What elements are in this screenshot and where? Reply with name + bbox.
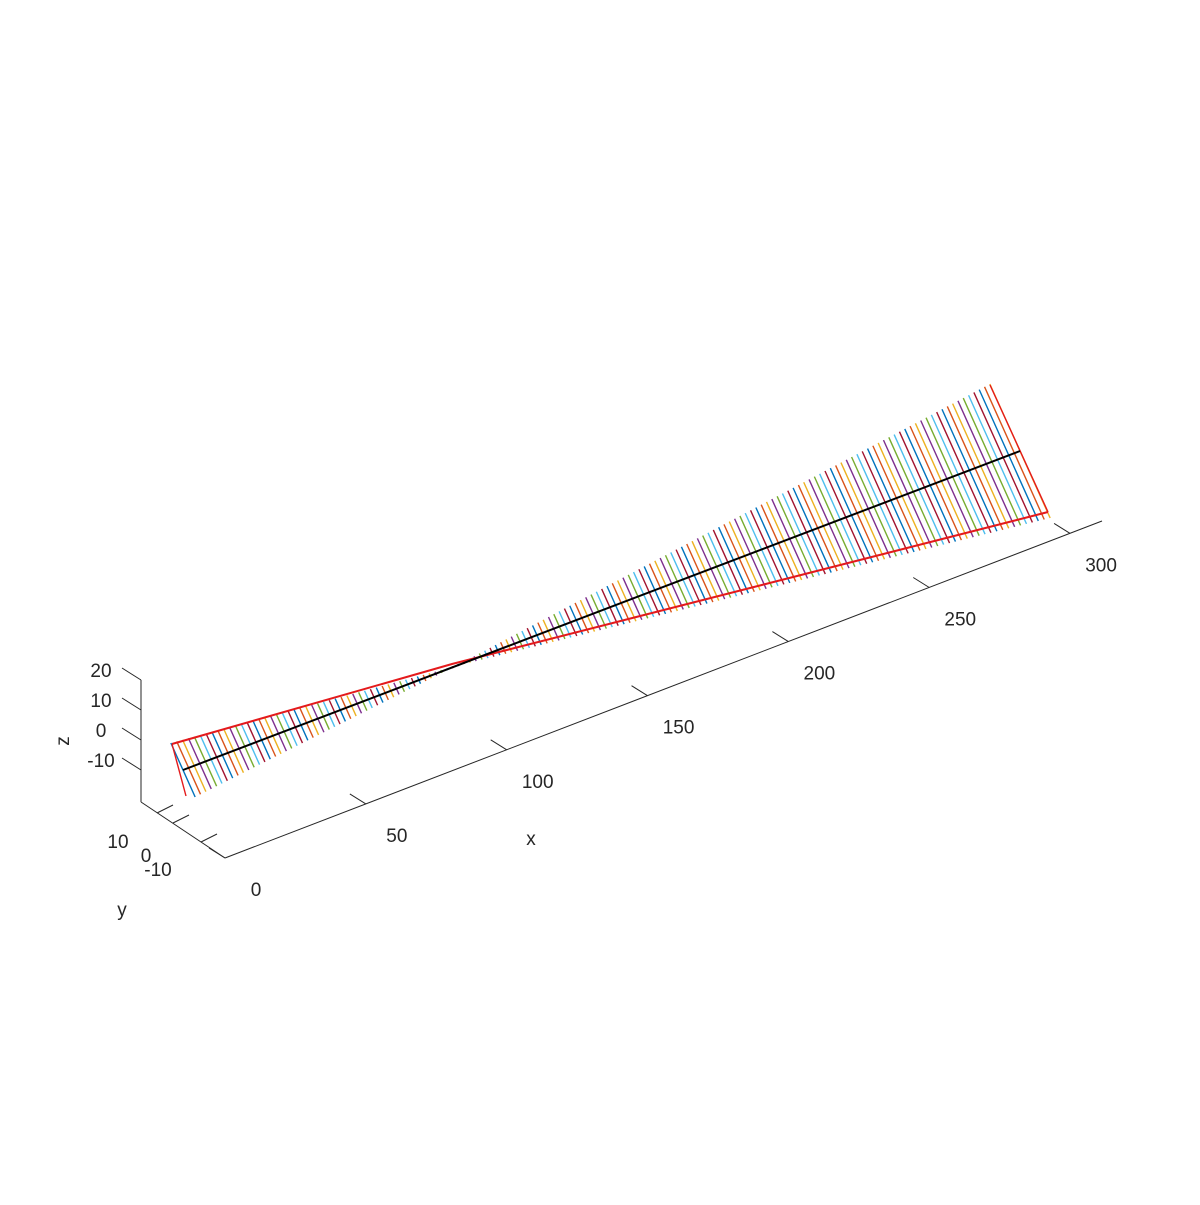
y-tick-label: -10 [144, 860, 171, 881]
envelope-end-edge [989, 384, 1049, 513]
x-axis-label: x [526, 829, 536, 850]
x-tick-label: 300 [1085, 555, 1117, 576]
envelope-start-edge [171, 743, 187, 797]
x-tick-mark [912, 577, 930, 588]
x-tick-mark [1053, 522, 1071, 534]
y-tick-label: 0 [141, 846, 152, 867]
x-tick-mark [208, 847, 226, 859]
z-tick-mark [121, 727, 142, 741]
z-axis-label: z [53, 736, 74, 746]
y-tick-mark [156, 804, 174, 814]
centerline-layer [182, 450, 1021, 771]
y-tick-label: 10 [107, 832, 128, 853]
z-tick-mark [121, 757, 142, 771]
x-tick-label: 250 [944, 610, 976, 631]
x-tick-label: 100 [522, 772, 554, 793]
z-tick-label: 10 [90, 691, 111, 712]
envelope-line [171, 511, 1049, 745]
x-tick-label: 150 [663, 718, 695, 739]
x-tick-label: 50 [386, 826, 407, 847]
z-tick-label: -10 [87, 751, 114, 772]
segments-layer [170, 383, 1051, 798]
y-tick-mark [200, 833, 218, 843]
y-tick-mark [172, 814, 190, 824]
x-tick-mark [490, 739, 507, 751]
z-tick-mark [121, 667, 142, 681]
x-tick-label: 0 [251, 880, 262, 901]
y-axis-label: y [117, 900, 127, 921]
x-tick-mark [631, 685, 648, 697]
z-tick-label: 20 [90, 661, 111, 682]
z-ticks: -10 0 10 20 [87, 661, 142, 772]
x-tick-label: 200 [804, 664, 836, 685]
x-ticks: 0 50 100 150 200 250 300 [208, 522, 1117, 901]
y-ticks: -100 10 [107, 804, 218, 881]
x-tick-mark [772, 631, 789, 643]
x-axis-line [224, 520, 1103, 859]
centerline [182, 450, 1021, 771]
z-tick-mark [121, 697, 142, 711]
x-tick-mark [349, 793, 367, 805]
z-tick-label: 0 [96, 721, 107, 742]
envelope-layer [171, 384, 1049, 797]
